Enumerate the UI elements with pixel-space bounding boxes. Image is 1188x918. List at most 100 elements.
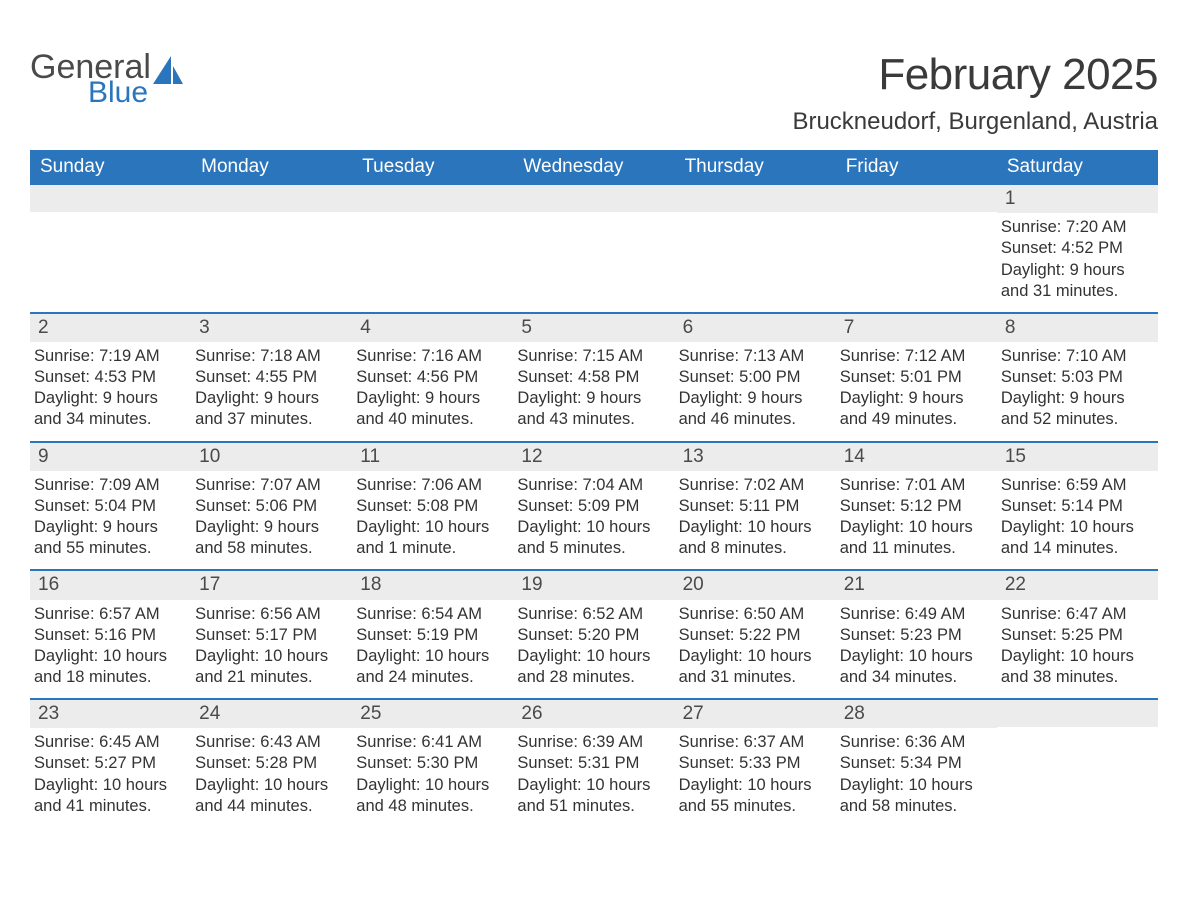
calendar-cell: 25Sunrise: 6:41 AMSunset: 5:30 PMDayligh…	[352, 700, 513, 827]
daylight-text: Daylight: 9 hours and 34 minutes.	[34, 388, 187, 430]
calendar-week: 1Sunrise: 7:20 AMSunset: 4:52 PMDaylight…	[30, 185, 1158, 312]
calendar-cell: 28Sunrise: 6:36 AMSunset: 5:34 PMDayligh…	[836, 700, 997, 827]
day-details	[675, 212, 836, 226]
sunrise-text: Sunrise: 6:43 AM	[195, 732, 348, 753]
day-details: Sunrise: 7:07 AMSunset: 5:06 PMDaylight:…	[191, 471, 352, 569]
day-number: 28	[836, 700, 997, 728]
sunset-text: Sunset: 5:04 PM	[34, 496, 187, 517]
day-details: Sunrise: 7:02 AMSunset: 5:11 PMDaylight:…	[675, 471, 836, 569]
sunset-text: Sunset: 4:56 PM	[356, 367, 509, 388]
daylight-text: Daylight: 9 hours and 40 minutes.	[356, 388, 509, 430]
day-details: Sunrise: 6:36 AMSunset: 5:34 PMDaylight:…	[836, 728, 997, 826]
daylight-text: Daylight: 10 hours and 58 minutes.	[840, 775, 993, 817]
sunrise-text: Sunrise: 6:45 AM	[34, 732, 187, 753]
sunset-text: Sunset: 4:52 PM	[1001, 238, 1154, 259]
daylight-text: Daylight: 9 hours and 55 minutes.	[34, 517, 187, 559]
day-header: Tuesday	[352, 150, 513, 185]
daylight-text: Daylight: 9 hours and 46 minutes.	[679, 388, 832, 430]
location-subtitle: Bruckneudorf, Burgenland, Austria	[792, 108, 1158, 136]
day-number: 19	[513, 571, 674, 599]
daylight-text: Daylight: 10 hours and 24 minutes.	[356, 646, 509, 688]
day-details	[997, 727, 1158, 741]
sunrise-text: Sunrise: 7:12 AM	[840, 346, 993, 367]
day-number: 14	[836, 443, 997, 471]
sunrise-text: Sunrise: 7:19 AM	[34, 346, 187, 367]
sunrise-text: Sunrise: 7:15 AM	[517, 346, 670, 367]
calendar-cell: 16Sunrise: 6:57 AMSunset: 5:16 PMDayligh…	[30, 571, 191, 698]
day-number: 21	[836, 571, 997, 599]
sunset-text: Sunset: 5:08 PM	[356, 496, 509, 517]
calendar-cell	[513, 185, 674, 312]
day-details: Sunrise: 6:37 AMSunset: 5:33 PMDaylight:…	[675, 728, 836, 826]
sunrise-text: Sunrise: 7:04 AM	[517, 475, 670, 496]
sunrise-text: Sunrise: 7:10 AM	[1001, 346, 1154, 367]
day-details: Sunrise: 6:43 AMSunset: 5:28 PMDaylight:…	[191, 728, 352, 826]
sunrise-text: Sunrise: 7:02 AM	[679, 475, 832, 496]
calendar-week: 9Sunrise: 7:09 AMSunset: 5:04 PMDaylight…	[30, 441, 1158, 570]
calendar-cell	[191, 185, 352, 312]
sunrise-text: Sunrise: 7:06 AM	[356, 475, 509, 496]
day-number: 3	[191, 314, 352, 342]
sunrise-text: Sunrise: 7:18 AM	[195, 346, 348, 367]
day-number: 6	[675, 314, 836, 342]
daylight-text: Daylight: 10 hours and 34 minutes.	[840, 646, 993, 688]
daylight-text: Daylight: 10 hours and 5 minutes.	[517, 517, 670, 559]
calendar-cell	[30, 185, 191, 312]
day-number: 15	[997, 443, 1158, 471]
day-details: Sunrise: 6:54 AMSunset: 5:19 PMDaylight:…	[352, 600, 513, 698]
calendar-cell	[997, 700, 1158, 827]
page-header: General Blue February 2025 Bruckneudorf,…	[30, 50, 1158, 136]
sunrise-text: Sunrise: 6:39 AM	[517, 732, 670, 753]
sunset-text: Sunset: 5:33 PM	[679, 753, 832, 774]
day-details: Sunrise: 6:52 AMSunset: 5:20 PMDaylight:…	[513, 600, 674, 698]
logo-word-blue: Blue	[88, 78, 151, 108]
logo-text: General Blue	[30, 50, 151, 108]
day-details	[30, 212, 191, 226]
day-details	[836, 212, 997, 226]
sunset-text: Sunset: 5:25 PM	[1001, 625, 1154, 646]
day-details: Sunrise: 7:01 AMSunset: 5:12 PMDaylight:…	[836, 471, 997, 569]
calendar-cell: 6Sunrise: 7:13 AMSunset: 5:00 PMDaylight…	[675, 314, 836, 441]
daylight-text: Daylight: 10 hours and 48 minutes.	[356, 775, 509, 817]
sunrise-text: Sunrise: 6:47 AM	[1001, 604, 1154, 625]
day-details: Sunrise: 6:56 AMSunset: 5:17 PMDaylight:…	[191, 600, 352, 698]
daylight-text: Daylight: 10 hours and 1 minute.	[356, 517, 509, 559]
sunrise-text: Sunrise: 6:50 AM	[679, 604, 832, 625]
daylight-text: Daylight: 9 hours and 43 minutes.	[517, 388, 670, 430]
day-header: Thursday	[675, 150, 836, 185]
day-number: 24	[191, 700, 352, 728]
day-number	[513, 185, 674, 212]
day-details: Sunrise: 7:19 AMSunset: 4:53 PMDaylight:…	[30, 342, 191, 440]
day-number: 12	[513, 443, 674, 471]
calendar-cell: 15Sunrise: 6:59 AMSunset: 5:14 PMDayligh…	[997, 443, 1158, 570]
sunset-text: Sunset: 5:23 PM	[840, 625, 993, 646]
day-number	[352, 185, 513, 212]
daylight-text: Daylight: 9 hours and 58 minutes.	[195, 517, 348, 559]
calendar-cell: 22Sunrise: 6:47 AMSunset: 5:25 PMDayligh…	[997, 571, 1158, 698]
day-details: Sunrise: 6:49 AMSunset: 5:23 PMDaylight:…	[836, 600, 997, 698]
daylight-text: Daylight: 10 hours and 44 minutes.	[195, 775, 348, 817]
daylight-text: Daylight: 10 hours and 31 minutes.	[679, 646, 832, 688]
day-number	[675, 185, 836, 212]
sunset-text: Sunset: 5:22 PM	[679, 625, 832, 646]
sunrise-text: Sunrise: 6:54 AM	[356, 604, 509, 625]
day-number	[191, 185, 352, 212]
calendar-week: 2Sunrise: 7:19 AMSunset: 4:53 PMDaylight…	[30, 312, 1158, 441]
sunset-text: Sunset: 5:09 PM	[517, 496, 670, 517]
day-header-row: Sunday Monday Tuesday Wednesday Thursday…	[30, 150, 1158, 185]
day-header: Wednesday	[513, 150, 674, 185]
title-block: February 2025 Bruckneudorf, Burgenland, …	[792, 50, 1158, 136]
daylight-text: Daylight: 10 hours and 38 minutes.	[1001, 646, 1154, 688]
calendar-cell: 18Sunrise: 6:54 AMSunset: 5:19 PMDayligh…	[352, 571, 513, 698]
day-number	[30, 185, 191, 212]
daylight-text: Daylight: 10 hours and 18 minutes.	[34, 646, 187, 688]
calendar-cell: 20Sunrise: 6:50 AMSunset: 5:22 PMDayligh…	[675, 571, 836, 698]
calendar-cell: 19Sunrise: 6:52 AMSunset: 5:20 PMDayligh…	[513, 571, 674, 698]
daylight-text: Daylight: 10 hours and 51 minutes.	[517, 775, 670, 817]
sunset-text: Sunset: 5:14 PM	[1001, 496, 1154, 517]
calendar-cell: 11Sunrise: 7:06 AMSunset: 5:08 PMDayligh…	[352, 443, 513, 570]
day-number: 17	[191, 571, 352, 599]
logo: General Blue	[30, 50, 183, 108]
day-number: 2	[30, 314, 191, 342]
day-details: Sunrise: 7:04 AMSunset: 5:09 PMDaylight:…	[513, 471, 674, 569]
